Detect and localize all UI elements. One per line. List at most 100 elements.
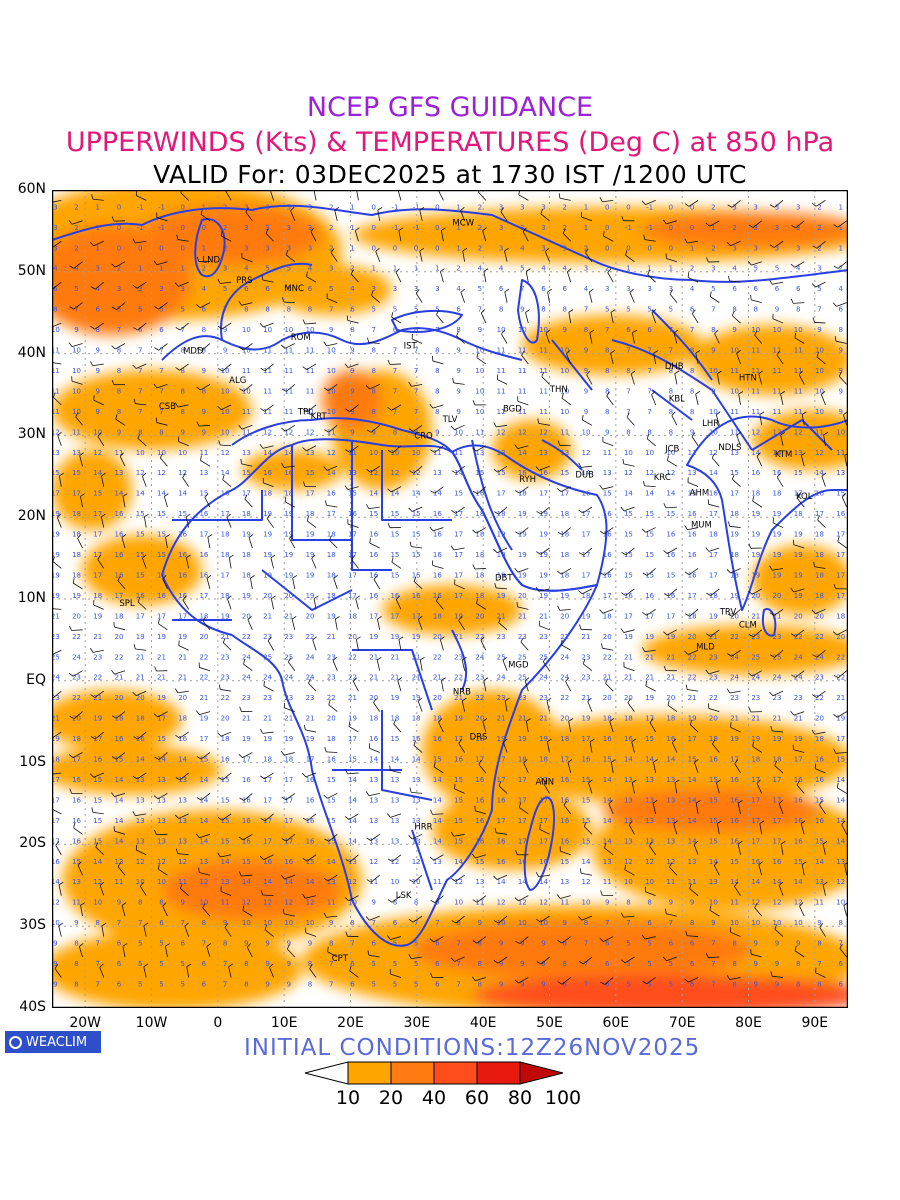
temperature-value: 3 [223, 265, 227, 273]
temperature-value: 9 [202, 428, 206, 436]
temperature-value: 17 [178, 612, 187, 620]
wind-barb [737, 803, 741, 814]
temperature-value: 18 [518, 756, 527, 764]
temperature-value: 23 [582, 674, 591, 682]
wind-barb [673, 332, 678, 344]
wind-barb-flag [247, 615, 252, 621]
temperature-value: 20 [518, 592, 527, 600]
temperature-value: 9 [754, 960, 758, 968]
temperature-value: 6 [350, 306, 355, 314]
wind-barb-flag [536, 918, 541, 923]
wind-barb [264, 363, 274, 372]
wind-barb [265, 233, 274, 242]
temperature-value: 10 [751, 326, 760, 334]
wind-barb-flag [599, 197, 603, 202]
wind-barb-flag [752, 496, 755, 502]
temperature-value: 6 [159, 326, 164, 334]
wind-barb-flag [52, 392, 56, 398]
wind-barb-flag [759, 820, 765, 824]
wind-barb [837, 711, 847, 718]
temperature-value: 14 [624, 490, 633, 498]
wind-barb [94, 322, 104, 330]
temperature-value: 10 [624, 878, 633, 886]
temperature-value: 16 [178, 551, 187, 559]
wind-barb [772, 522, 784, 528]
temperature-value: 3 [308, 203, 312, 211]
temperature-value: 16 [115, 531, 124, 539]
wind-barb-flag [684, 203, 690, 207]
temperature-value: 1 [350, 203, 354, 211]
wind-barb-flag [472, 490, 478, 495]
wind-barb [221, 404, 232, 411]
wind-barb [623, 915, 635, 918]
wind-barb [731, 200, 741, 208]
temperature-value: 8 [74, 940, 78, 948]
temperature-value: 18 [327, 571, 336, 579]
station-label: TRV [719, 607, 737, 617]
temperature-value: 17 [348, 592, 357, 600]
temperature-value: 8 [796, 980, 800, 988]
temperature-value: 15 [603, 756, 612, 764]
temperature-value: 3 [287, 203, 291, 211]
wind-barb-flag [310, 227, 315, 232]
temperature-value: 1 [350, 224, 354, 232]
temperature-value: 8 [647, 899, 651, 907]
wind-barb [796, 784, 805, 794]
temperature-value: 10 [815, 387, 824, 395]
temperature-value: 21 [390, 653, 399, 661]
temperature-value: 20 [306, 612, 315, 620]
wind-barb [814, 731, 826, 735]
temperature-value: 17 [730, 756, 739, 764]
temperature-value: 24 [773, 674, 782, 682]
wind-barb [370, 833, 380, 841]
wind-barb-flag [706, 633, 711, 637]
wind-barb-flag [472, 400, 476, 406]
wind-barb-flag [748, 634, 754, 638]
wind-barb [504, 700, 508, 712]
wind-barb-flag [132, 691, 137, 696]
wind-barb [474, 568, 486, 570]
wind-barb-flag [154, 666, 157, 672]
wind-barb [517, 568, 529, 573]
wind-barb-flag [263, 680, 265, 687]
temperature-value: 20 [433, 694, 442, 702]
temperature-value: 18 [263, 490, 272, 498]
temperature-value: 21 [497, 612, 506, 620]
wind-barb [687, 689, 699, 692]
temperature-value: 16 [475, 796, 484, 804]
temperature-value: 4 [690, 285, 695, 293]
temperature-value: 11 [115, 878, 124, 886]
wind-barb-flag [607, 268, 612, 273]
wind-barb-flag [176, 848, 179, 854]
wind-barb-flag [291, 615, 297, 620]
temperature-value: 18 [773, 756, 782, 764]
temperature-value: 17 [284, 837, 293, 845]
wind-barb-flag [665, 908, 667, 914]
wind-barb [93, 772, 104, 778]
wind-barb [156, 261, 168, 266]
temperature-value: 17 [412, 612, 421, 620]
wind-barb-flag [734, 882, 738, 887]
wind-barb [687, 935, 699, 937]
temperature-value: 13 [475, 449, 484, 457]
temperature-value: 13 [72, 878, 81, 886]
temperature-value: 19 [306, 735, 315, 743]
wind-barb [649, 722, 657, 733]
temperature-value: 14 [93, 858, 102, 866]
wind-barb-flag [419, 206, 425, 211]
temperature-value: 3 [265, 203, 269, 211]
wind-barb-flag [227, 595, 232, 600]
wind-barb [373, 702, 381, 712]
temperature-value: 18 [263, 756, 272, 764]
wind-barb-flag [566, 350, 571, 355]
wind-barb-flag [514, 979, 520, 984]
wind-barb-flag [175, 367, 180, 371]
wind-barb [283, 913, 295, 917]
temperature-value: 18 [115, 612, 124, 620]
station-label: MCW [452, 219, 474, 229]
wind-barb-flag [667, 700, 670, 706]
wind-barb-flag [366, 879, 372, 883]
wind-barb [502, 660, 508, 671]
temperature-value: 9 [775, 960, 779, 968]
wind-barb-flag [769, 279, 773, 285]
